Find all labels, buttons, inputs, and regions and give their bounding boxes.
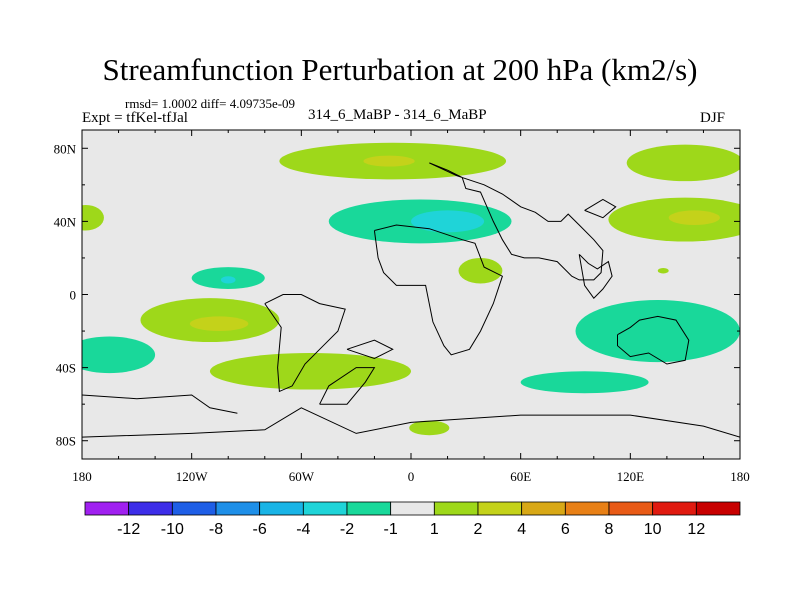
colorbar-box (259, 501, 304, 516)
colorbar-label: 6 (561, 521, 570, 538)
field-region-12 (189, 316, 249, 332)
coastline-0 (429, 162, 604, 281)
colorbar-label: -10 (161, 521, 184, 538)
field-region-1 (363, 155, 415, 167)
x-tick-label: 180 (72, 469, 92, 484)
field-region-14 (520, 371, 649, 394)
colorbar-box (84, 501, 130, 516)
coastline-7 (82, 394, 238, 414)
y-tick-label: 80N (54, 141, 77, 156)
x-tick-label: 60W (289, 469, 315, 484)
y-axis: 80N 40N 0 40S 80S (54, 141, 740, 449)
field-region-18 (657, 267, 669, 274)
colorbar-box (695, 501, 741, 516)
colorbar-box (564, 501, 610, 516)
colorbar-label: -12 (117, 521, 140, 538)
field-region-17 (409, 420, 450, 436)
colorbar-label: -6 (253, 521, 267, 538)
field-region-9 (220, 276, 236, 284)
colorbar-label: 8 (605, 521, 614, 538)
colorbar-label: -1 (384, 521, 398, 538)
x-tick-label: 120W (176, 469, 209, 484)
colorbar-label: -8 (209, 521, 223, 538)
plot-area (82, 130, 740, 459)
field-region-10 (458, 257, 503, 284)
x-axis: 180 120W 60W 0 60E 120E 180 (72, 130, 750, 484)
colorbar-box (477, 501, 523, 516)
field-regions (82, 142, 740, 436)
x-tick-label: 0 (408, 469, 415, 484)
experiment-label: Expt = tfKel-tfJal (82, 110, 188, 126)
colorbar-box (433, 501, 479, 516)
y-tick-label: 80S (56, 434, 76, 449)
colorbar-box (171, 501, 217, 516)
coastline-6 (319, 367, 376, 405)
colorbar-box (521, 501, 566, 516)
colorbar-box (302, 501, 348, 516)
colorbar-box (215, 501, 261, 516)
field-region-4 (411, 210, 485, 233)
y-tick-label: 40S (56, 361, 76, 376)
field-region-7 (82, 204, 104, 231)
colorbar-label: -2 (340, 521, 354, 538)
coastline-8 (346, 339, 394, 360)
colorbar-label: 4 (517, 521, 526, 538)
colorbar-box (390, 501, 435, 516)
colorbar-label: 10 (644, 521, 662, 538)
y-tick-label: 0 (70, 288, 77, 303)
field-region-15 (82, 336, 156, 374)
colorbar-box (652, 501, 697, 516)
field-region-6 (668, 210, 720, 226)
colorbar-box (346, 501, 392, 516)
colorbar: -12 -10 -8 -6 -4 -2 -1 1 2 4 6 8 10 12 (84, 501, 741, 538)
colorbar-label: 1 (430, 521, 439, 538)
field-region-13 (575, 299, 740, 363)
field-region-2 (626, 144, 740, 182)
chart-title: Streamfunction Perturbation at 200 hPa (… (102, 52, 698, 87)
center-label: 314_6_MaBP - 314_6_MaBP (308, 107, 487, 123)
colorbar-label: -4 (296, 521, 310, 538)
field-region-16 (209, 352, 411, 390)
coastline-1 (373, 224, 504, 356)
x-tick-label: 180 (730, 469, 750, 484)
coastline-2 (264, 294, 346, 393)
coastline-4 (617, 315, 690, 365)
x-tick-label: 60E (510, 469, 531, 484)
colorbar-label: 2 (474, 521, 483, 538)
season-label: DJF (700, 110, 726, 126)
colorbar-box (128, 501, 173, 516)
coastline-9 (584, 198, 617, 219)
x-tick-label: 120E (617, 469, 645, 484)
colorbar-box (608, 501, 654, 516)
coastline-3 (82, 407, 740, 459)
coastline-5 (578, 253, 613, 299)
colorbar-label: 12 (687, 521, 705, 538)
continent-outlines (82, 162, 740, 459)
y-tick-label: 40N (54, 214, 77, 229)
stats-label: rmsd= 1.0002 diff= 4.09735e-09 (125, 96, 296, 111)
